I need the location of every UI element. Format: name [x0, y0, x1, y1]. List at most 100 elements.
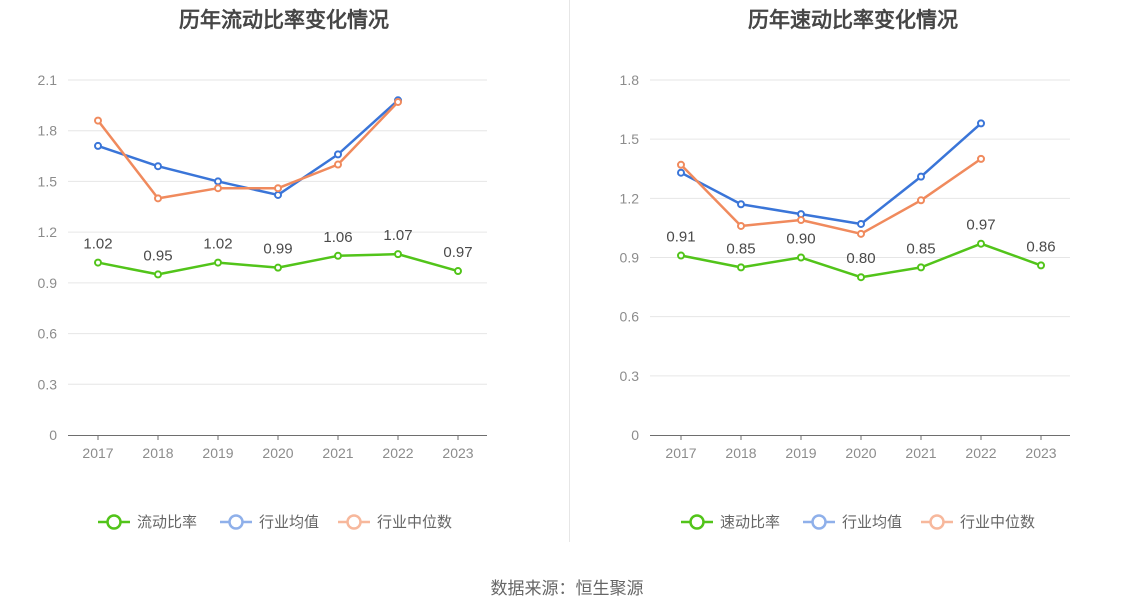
data-point: [857, 219, 865, 228]
data-point: [394, 250, 402, 259]
panel-divider: [569, 0, 570, 542]
x-tick-label: 2021: [905, 445, 936, 461]
data-point: [977, 239, 985, 248]
legend-item-label: 行业中位数: [960, 514, 1035, 531]
data-point: [797, 253, 805, 262]
legend-marker: [811, 514, 827, 530]
data-point: [214, 258, 222, 267]
data-point: [274, 190, 282, 199]
y-tick-label: 1.8: [38, 123, 58, 139]
legend-marker: [689, 514, 705, 530]
data-point: [94, 258, 102, 267]
series-line: [97, 101, 399, 200]
y-tick-label: 0: [631, 427, 639, 443]
current-ratio-chart-svg: 0 0.3 0.6 0.9 1.2 1.5 1.8 2.1 2017 2018 2019 2020 20…: [38, 72, 487, 531]
data-point: [454, 267, 462, 276]
x-tick-label: 2017: [665, 445, 696, 461]
legend-item-label: 行业中位数: [377, 514, 452, 531]
data-label: 0.97: [443, 244, 472, 261]
series-line: [680, 157, 982, 236]
data-point: [94, 141, 102, 150]
legend-item-label: 速动比率: [720, 514, 780, 531]
data-point: [917, 263, 925, 272]
data-point: [394, 97, 402, 106]
y-tick-label: 0.6: [38, 326, 58, 342]
data-point: [977, 119, 985, 128]
legend-item-label: 行业均值: [842, 514, 902, 531]
data-point: [94, 116, 102, 125]
data-point: [737, 200, 745, 209]
data-point: [917, 196, 925, 205]
data-point: [214, 184, 222, 193]
y-tick-label: 0.9: [620, 250, 640, 266]
data-point: [274, 184, 282, 193]
data-point: [857, 273, 865, 282]
data-point: [857, 229, 865, 238]
data-point: [737, 221, 745, 230]
data-label: 0.91: [666, 229, 695, 246]
data-point: [1037, 261, 1045, 270]
data-label: 1.02: [83, 236, 112, 253]
data-point: [917, 172, 925, 181]
data-source-label: 数据来源：恒生聚源: [490, 579, 644, 598]
data-label: 0.80: [846, 250, 875, 267]
y-tick-label: 0: [49, 427, 57, 443]
legend-marker: [929, 514, 945, 530]
data-label: 1.02: [203, 236, 232, 253]
data-label: 0.85: [906, 240, 935, 257]
data-point: [334, 150, 342, 159]
data-point: [677, 251, 685, 260]
x-tick-label: 2023: [442, 445, 473, 461]
data-point: [154, 162, 162, 171]
y-tick-label: 1.8: [620, 72, 640, 88]
data-point: [797, 216, 805, 225]
y-tick-label: 1.2: [38, 224, 58, 240]
x-tick-label: 2020: [262, 445, 293, 461]
y-tick-label: 0.3: [38, 376, 58, 392]
data-label: 0.86: [1026, 238, 1055, 255]
data-point: [154, 270, 162, 279]
data-label: 1.07: [383, 227, 412, 244]
x-tick-label: 2023: [1025, 445, 1056, 461]
y-tick-label: 1.5: [620, 131, 640, 147]
data-point: [154, 194, 162, 203]
data-label: 0.95: [143, 247, 172, 264]
data-label: 0.85: [726, 240, 755, 257]
data-label: 1.06: [323, 229, 352, 246]
chart-title: 历年速动比率变化情况: [748, 9, 958, 32]
x-tick-label: 2019: [202, 445, 233, 461]
data-label: 0.97: [966, 217, 995, 234]
legend-marker: [228, 514, 244, 530]
data-label: 0.90: [786, 231, 815, 248]
x-tick-label: 2021: [322, 445, 353, 461]
chart-title: 历年流动比率变化情况: [179, 9, 389, 32]
data-point: [677, 168, 685, 177]
series-line: [680, 122, 982, 226]
legend-item-label: 流动比率: [137, 514, 197, 531]
y-tick-label: 0.9: [38, 275, 58, 291]
current-ratio-chart: 历年流动比率变化情况 0 0.3 0.6 0.9 1.2 1.5 1.8 2.1 2017 201…: [0, 0, 568, 560]
x-tick-label: 2019: [785, 445, 816, 461]
y-tick-label: 1.5: [38, 173, 58, 189]
quick-ratio-chart: 历年速动比率变化情况 0 0.3 0.6 0.9 1.2 1.5 1.8 2017 2018 20…: [572, 0, 1134, 560]
data-label: 0.99: [263, 241, 292, 258]
x-tick-label: 2022: [965, 445, 996, 461]
y-tick-label: 1.2: [620, 190, 640, 206]
y-tick-label: 0.3: [620, 368, 640, 384]
quick-ratio-chart-svg: 0 0.3 0.6 0.9 1.2 1.5 1.8 2017 2018 2019 2020 2021 2…: [620, 72, 1070, 531]
x-tick-label: 2022: [382, 445, 413, 461]
data-point: [334, 160, 342, 169]
x-tick-label: 2018: [142, 445, 173, 461]
legend-marker: [346, 514, 362, 530]
y-tick-label: 0.6: [620, 309, 640, 325]
legend-item-label: 行业均值: [259, 514, 319, 531]
data-point: [334, 251, 342, 260]
data-point: [977, 154, 985, 163]
data-point: [214, 177, 222, 186]
x-tick-label: 2020: [845, 445, 876, 461]
y-tick-label: 2.1: [38, 72, 58, 88]
data-point: [737, 263, 745, 272]
data-point: [274, 263, 282, 272]
x-tick-label: 2017: [82, 445, 113, 461]
x-tick-label: 2018: [725, 445, 756, 461]
